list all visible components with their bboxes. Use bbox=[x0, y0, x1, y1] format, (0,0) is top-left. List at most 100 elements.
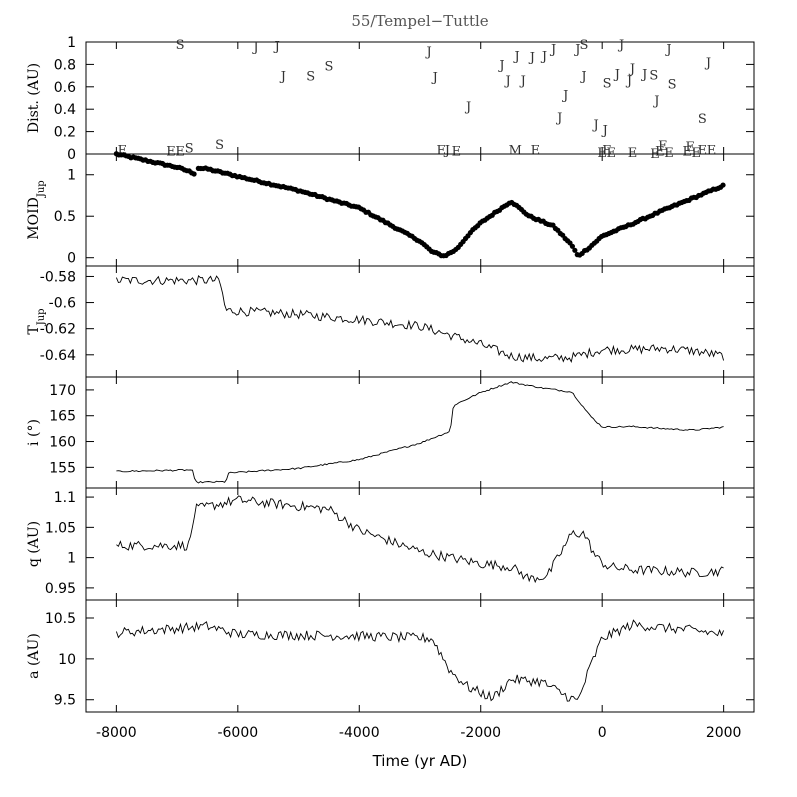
event-marker-S: S bbox=[698, 112, 707, 127]
panel-frame bbox=[85, 599, 755, 713]
event-marker-J: J bbox=[540, 49, 547, 64]
y-axis-label: i (°) bbox=[26, 419, 42, 446]
event-marker-S: S bbox=[580, 38, 589, 53]
event-marker-J: J bbox=[664, 43, 671, 58]
x-tick-label: 0 bbox=[598, 725, 607, 741]
y-tick-label: 1.1 bbox=[54, 490, 76, 506]
panel-frame bbox=[85, 265, 755, 378]
event-marker-J: J bbox=[513, 49, 520, 64]
event-marker-J: J bbox=[431, 71, 438, 86]
panel-a: 9.5 10 10.5a (AU) bbox=[26, 599, 755, 713]
event-marker-E: E bbox=[698, 144, 708, 159]
event-marker-J: J bbox=[601, 123, 608, 138]
x-tick-label: -6000 bbox=[217, 725, 258, 741]
event-marker-S: S bbox=[603, 76, 612, 91]
event-marker-J: J bbox=[497, 58, 504, 73]
y-tick-label: 10 bbox=[58, 652, 76, 668]
event-marker-J: J bbox=[613, 67, 620, 82]
event-marker-E: E bbox=[175, 145, 185, 160]
event-marker-J: J bbox=[519, 74, 526, 89]
panel-moid: 0 0.5 1 MOIDJup bbox=[26, 151, 755, 267]
x-tick-label: -4000 bbox=[339, 725, 380, 741]
event-marker-J: J bbox=[652, 94, 659, 109]
event-marker-E: E bbox=[682, 145, 692, 160]
event-marker-J: J bbox=[464, 100, 471, 115]
data-line bbox=[115, 619, 725, 702]
event-marker-S: S bbox=[185, 141, 194, 156]
y-tick-label: 1.05 bbox=[45, 520, 76, 536]
y-tick-label: 0.95 bbox=[45, 581, 76, 597]
event-marker-E: E bbox=[607, 146, 617, 161]
event-marker-E: E bbox=[602, 144, 612, 159]
chart-title: 55/Tempel−Tuttle bbox=[351, 12, 488, 30]
event-marker-E: E bbox=[664, 146, 674, 161]
event-marker-S: S bbox=[176, 38, 185, 53]
event-marker-J: J bbox=[503, 74, 510, 89]
event-marker-S: S bbox=[306, 70, 315, 85]
y-tick-label: 155 bbox=[49, 460, 76, 476]
data-point bbox=[720, 182, 726, 188]
event-marker-J: J bbox=[591, 118, 598, 133]
data-line bbox=[116, 495, 724, 584]
y-tick-label: -0.58 bbox=[40, 269, 76, 285]
event-marker-S: S bbox=[324, 60, 333, 75]
y-tick-label: -0.64 bbox=[40, 348, 76, 364]
y-tick-label: 170 bbox=[49, 383, 76, 399]
event-marker-J: J bbox=[579, 70, 586, 85]
y-axis-label: MOIDJup bbox=[26, 180, 47, 239]
event-marker-J: J bbox=[573, 43, 580, 58]
event-marker-E: E bbox=[655, 145, 665, 160]
event-marker-J: J bbox=[617, 38, 624, 53]
event-marker-E: E bbox=[685, 140, 695, 155]
y-tick-label: 165 bbox=[49, 409, 76, 425]
event-marker-J: J bbox=[628, 62, 635, 77]
x-tick-label: -2000 bbox=[460, 725, 501, 741]
x-tick-label: -8000 bbox=[96, 725, 137, 741]
event-marker-J: J bbox=[555, 111, 562, 126]
event-marker-E: E bbox=[692, 146, 702, 161]
data-line bbox=[115, 275, 725, 363]
y-tick-label: -0.62 bbox=[40, 322, 76, 338]
y-axis-label: a (AU) bbox=[26, 633, 42, 679]
event-marker-E: E bbox=[437, 144, 447, 159]
event-marker-E: E bbox=[531, 144, 541, 159]
event-marker-M: M bbox=[509, 144, 522, 159]
y-tick-label: 1 bbox=[67, 35, 76, 51]
y-tick-label: 10.5 bbox=[45, 611, 76, 627]
event-marker-E: E bbox=[166, 145, 176, 160]
y-tick-label: 0.2 bbox=[54, 125, 76, 141]
y-tick-label: -0.6 bbox=[49, 296, 76, 312]
event-marker-E: E bbox=[658, 139, 668, 154]
y-tick-label: 9.5 bbox=[54, 693, 76, 709]
data-point bbox=[572, 247, 578, 253]
y-tick-label: 0.5 bbox=[54, 209, 76, 225]
y-tick-label: 0 bbox=[67, 251, 76, 267]
y-tick-label: 160 bbox=[49, 435, 76, 451]
event-marker-E: E bbox=[628, 146, 638, 161]
panel-frame bbox=[85, 487, 755, 601]
x-axis: -8000 -6000 -4000 -2000 0 2000 bbox=[96, 725, 741, 741]
event-marker-J: J bbox=[640, 67, 647, 82]
panel-frame bbox=[85, 376, 755, 489]
event-marker-E: E bbox=[118, 144, 128, 159]
y-tick-label: 1 bbox=[67, 168, 76, 184]
event-marker-S: S bbox=[649, 68, 658, 83]
y-axis-label-subscript: Jup bbox=[36, 308, 47, 326]
event-marker-S: S bbox=[668, 77, 677, 92]
x-tick-label: 2000 bbox=[706, 725, 742, 741]
event-marker-J: J bbox=[443, 144, 450, 159]
event-marker-E: E bbox=[597, 146, 607, 161]
event-marker-S: S bbox=[215, 138, 224, 153]
y-tick-label: 0 bbox=[67, 147, 76, 163]
data-point bbox=[569, 243, 576, 249]
event-marker-J: J bbox=[549, 43, 556, 58]
event-marker-E: E bbox=[707, 144, 717, 159]
y-axis-label-subscript: Jup bbox=[36, 180, 47, 198]
y-tick-label: 0.8 bbox=[54, 57, 76, 73]
y-tick-label: 0.6 bbox=[54, 80, 76, 96]
event-marker-J: J bbox=[561, 89, 568, 104]
